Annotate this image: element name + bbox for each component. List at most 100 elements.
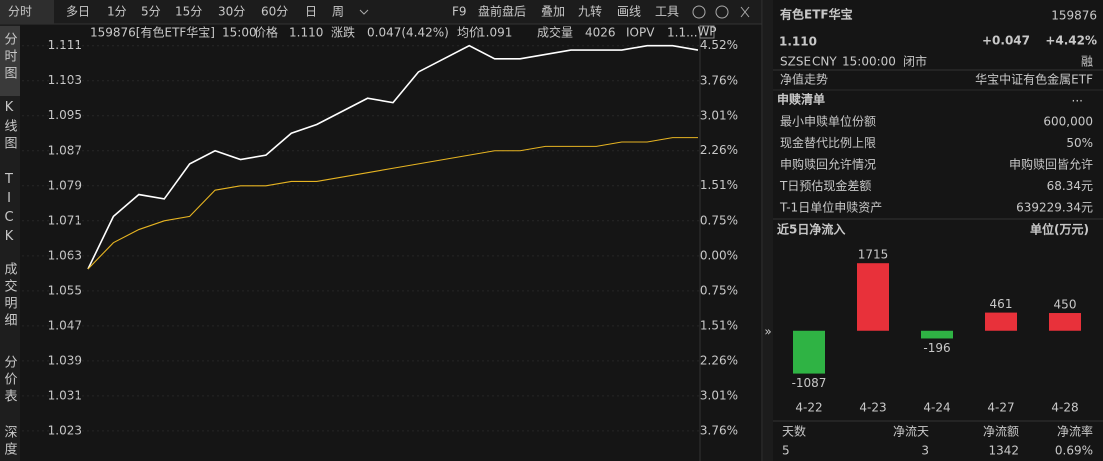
- y-tick-label: 1.103: [48, 73, 82, 87]
- side-tab[interactable]: 深度: [2, 425, 18, 459]
- settings-icon[interactable]: [692, 5, 706, 19]
- y-tick-label: 1.055: [48, 283, 82, 297]
- period-tab[interactable]: 周: [332, 5, 344, 19]
- period-tab[interactable]: 5分: [141, 5, 161, 19]
- dropdown-icon[interactable]: [359, 9, 369, 15]
- y2-tick-label: 3.01%: [700, 388, 738, 402]
- active-tab-bg: [0, 0, 54, 24]
- summary-value: 0.69%: [1055, 444, 1093, 458]
- summary-value: 5: [782, 444, 790, 458]
- row-value: 50%: [1066, 136, 1093, 150]
- value-label: 1715: [858, 248, 889, 262]
- row-key: T-1日单位申赎资产: [779, 200, 882, 215]
- bar: [793, 330, 825, 374]
- help-icon[interactable]: [715, 5, 729, 19]
- y2-tick-label: 0.00%: [700, 248, 738, 262]
- period-tab[interactable]: 30分: [218, 5, 245, 19]
- price-line: [87, 137, 698, 270]
- tool-button[interactable]: F9: [452, 5, 467, 19]
- x-tick-label: 4-24: [923, 401, 950, 415]
- y-tick-label: 1.039: [48, 353, 82, 367]
- y2-tick-label: 1.51%: [700, 178, 738, 192]
- quote-field: 159876[有色ETF华宝]: [90, 26, 215, 40]
- status-field: SZSE: [780, 55, 811, 69]
- period-tab[interactable]: 60分: [261, 5, 288, 19]
- x-tick-label: 4-23: [859, 401, 886, 415]
- tool-button[interactable]: 画线: [617, 5, 641, 19]
- quote-field: IOPV: [626, 26, 655, 40]
- period-tab[interactable]: 15分: [175, 5, 202, 19]
- period-tab[interactable]: 分时: [8, 5, 32, 19]
- tool-button[interactable]: 工具: [655, 5, 679, 19]
- y2-tick-label: 1.51%: [700, 319, 738, 333]
- status-field: 闭市: [903, 54, 927, 69]
- row-value: 68.34元: [1047, 179, 1093, 193]
- wp-icon-box[interactable]: [699, 25, 715, 39]
- y2-tick-label: 3.76%: [700, 423, 738, 437]
- collapse-icon[interactable]: »: [764, 325, 771, 339]
- bar: [1049, 313, 1081, 331]
- summary-header: 净流天: [893, 425, 929, 439]
- close-icon[interactable]: [740, 6, 750, 18]
- y2-tick-label: 3.76%: [700, 73, 738, 87]
- y-tick-label: 1.023: [48, 423, 82, 437]
- quote-field: 1.110: [289, 26, 323, 40]
- unit-label: 单位(万元): [1030, 222, 1089, 237]
- quote-field: 1.1...: [667, 26, 698, 40]
- quote-field: 15:00: [222, 26, 257, 40]
- active-side-tab: [0, 26, 20, 96]
- summary-value: 1342: [988, 444, 1019, 458]
- row-value: 639229.34元: [1016, 201, 1093, 215]
- y2-tick-label: 4.52%: [700, 38, 738, 52]
- period-tab[interactable]: 1分: [107, 5, 127, 19]
- quote-field: 0.047(4.42%): [367, 26, 449, 40]
- summary-header: 净流额: [983, 425, 1019, 439]
- summary-header: 天数: [782, 424, 806, 439]
- side-tab[interactable]: K线图: [2, 100, 18, 153]
- period-tab[interactable]: 日: [305, 5, 317, 19]
- y-tick-label: 1.047: [48, 318, 82, 332]
- y-tick-label: 1.031: [48, 388, 82, 402]
- side-tab[interactable]: 成交明细: [2, 262, 18, 330]
- wp-icon[interactable]: WP: [697, 25, 716, 39]
- row-key: 最小申赎单位份额: [780, 114, 876, 129]
- y-tick-label: 1.087: [48, 143, 82, 157]
- row-key: 现金替代比例上限: [780, 135, 876, 150]
- quote-field: 1.091: [478, 26, 512, 40]
- summary-value: 3: [921, 444, 929, 458]
- more-button[interactable]: ...: [1072, 91, 1083, 105]
- tool-button[interactable]: 叠加: [541, 5, 565, 19]
- y2-tick-label: 2.26%: [700, 143, 738, 157]
- period-tab[interactable]: 多日: [66, 5, 90, 19]
- row-value: 申购赎回皆允许: [1009, 157, 1093, 172]
- nav-value[interactable]: 华宝中证有色金属ETF: [975, 72, 1093, 87]
- price-line: [87, 44, 699, 270]
- collapse-strip[interactable]: [763, 0, 773, 461]
- section-title: 近5日净流入: [777, 222, 845, 237]
- y-tick-label: 1.071: [48, 213, 82, 227]
- y-tick-label: 1.079: [48, 178, 82, 192]
- quote-field: 成交量: [537, 25, 573, 40]
- y2-tick-label: 0.75%: [700, 213, 738, 227]
- nav-label[interactable]: 净值走势: [780, 72, 828, 87]
- side-tab[interactable]: 分价表: [2, 355, 18, 406]
- value-label: 450: [1054, 298, 1077, 312]
- y2-tick-label: 3.01%: [700, 108, 738, 122]
- value-label: -196: [923, 341, 950, 355]
- row-key: T日预估现金差额: [779, 178, 871, 193]
- y-tick-label: 1.095: [48, 108, 82, 122]
- change: +0.047: [982, 34, 1030, 48]
- x-tick-label: 4-22: [795, 401, 822, 415]
- side-tab[interactable]: TICK: [2, 172, 17, 248]
- tool-button[interactable]: 九转: [578, 4, 602, 19]
- row-key: 申购赎回允许情况: [780, 157, 876, 172]
- y2-tick-label: 0.75%: [700, 283, 738, 297]
- summary-header: 净流率: [1057, 424, 1093, 439]
- bar: [857, 263, 889, 331]
- section-title: 申赎清单: [777, 92, 825, 107]
- tool-button[interactable]: 盘前盘后: [478, 4, 526, 19]
- side-tab[interactable]: 分时图: [2, 32, 18, 83]
